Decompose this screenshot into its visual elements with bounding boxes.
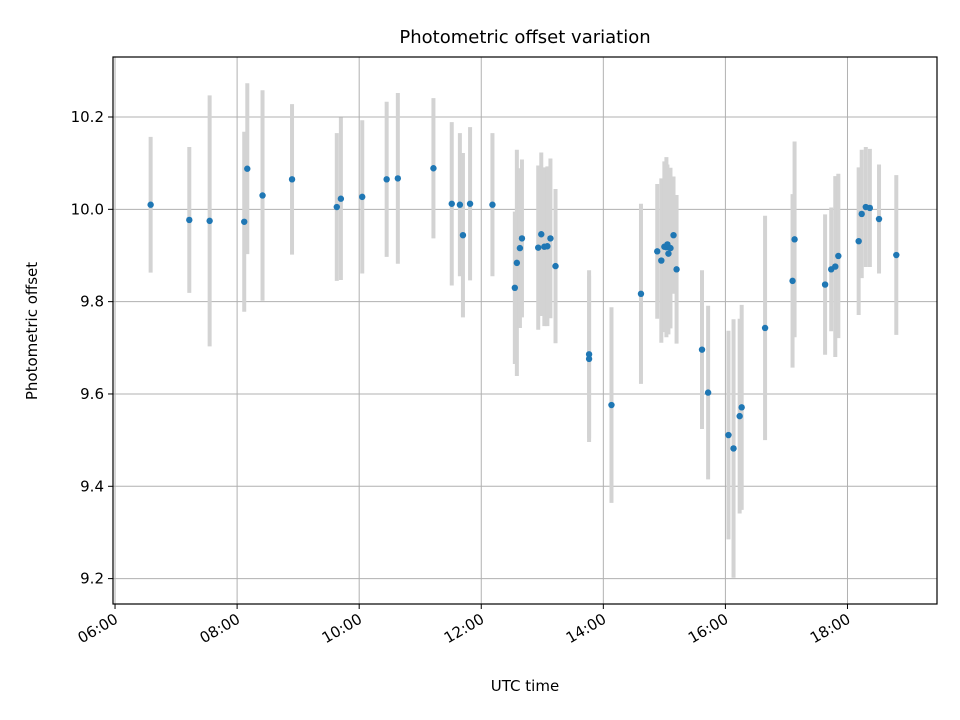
data-point (637, 290, 645, 298)
chart-title: Photometric offset variation (399, 27, 650, 48)
data-point (333, 203, 341, 211)
data-point (186, 216, 193, 224)
data-point (337, 195, 345, 202)
data-point (658, 257, 665, 264)
data-point (448, 200, 455, 207)
data-point (394, 175, 402, 182)
grid (113, 57, 937, 604)
data-point (855, 237, 862, 245)
data-point (875, 215, 883, 223)
data-point (730, 445, 737, 452)
data-point (585, 351, 593, 358)
y-axis: 9.2 9.4 9.6 9.8 10.0 10.2 (71, 108, 113, 588)
data-point (608, 401, 615, 409)
data-point (147, 201, 154, 208)
data-point (288, 176, 296, 183)
data-point (456, 201, 464, 208)
data-point (670, 231, 677, 239)
data-point (383, 176, 390, 183)
plot-frame (112, 56, 938, 605)
y-tick-label: 9.4 (80, 477, 104, 495)
data-point (866, 204, 874, 212)
data-point (789, 277, 796, 285)
data-point (738, 404, 745, 411)
y-tick-label: 10.2 (71, 108, 104, 126)
data-point (673, 266, 680, 273)
data-point (761, 324, 769, 332)
y-axis-label: Photometric offset (23, 262, 41, 400)
data-point (544, 243, 551, 250)
data-point (241, 218, 248, 225)
data-point (667, 244, 674, 252)
data-point (893, 251, 900, 259)
x-axis-label: UTC time (491, 677, 559, 695)
data-points (147, 165, 900, 452)
data-point (489, 201, 496, 208)
data-point (821, 281, 829, 288)
data-point (516, 244, 524, 252)
data-point (791, 236, 798, 243)
data-point (206, 217, 213, 225)
data-point (552, 262, 559, 270)
y-tick-label: 10.0 (71, 200, 104, 218)
data-point (459, 231, 467, 239)
data-point (244, 165, 251, 172)
data-point (725, 431, 732, 439)
data-point (665, 250, 672, 257)
data-point (654, 248, 661, 255)
y-tick-label: 9.6 (80, 385, 104, 403)
data-point (430, 165, 437, 172)
data-point (359, 193, 366, 201)
data-point (513, 259, 521, 267)
data-point (547, 235, 554, 242)
data-point (704, 389, 712, 396)
data-point (466, 200, 474, 207)
data-point (511, 284, 519, 292)
data-point (585, 355, 593, 363)
data-point (535, 244, 542, 251)
data-point (698, 346, 706, 353)
data-point (858, 210, 865, 218)
data-point (832, 263, 839, 270)
data-point (259, 192, 266, 199)
data-point (538, 231, 545, 238)
data-point (835, 252, 842, 260)
data-point (736, 412, 743, 420)
y-tick-label: 9.8 (80, 293, 104, 311)
y-tick-label: 9.2 (80, 570, 104, 588)
data-point (518, 235, 526, 242)
